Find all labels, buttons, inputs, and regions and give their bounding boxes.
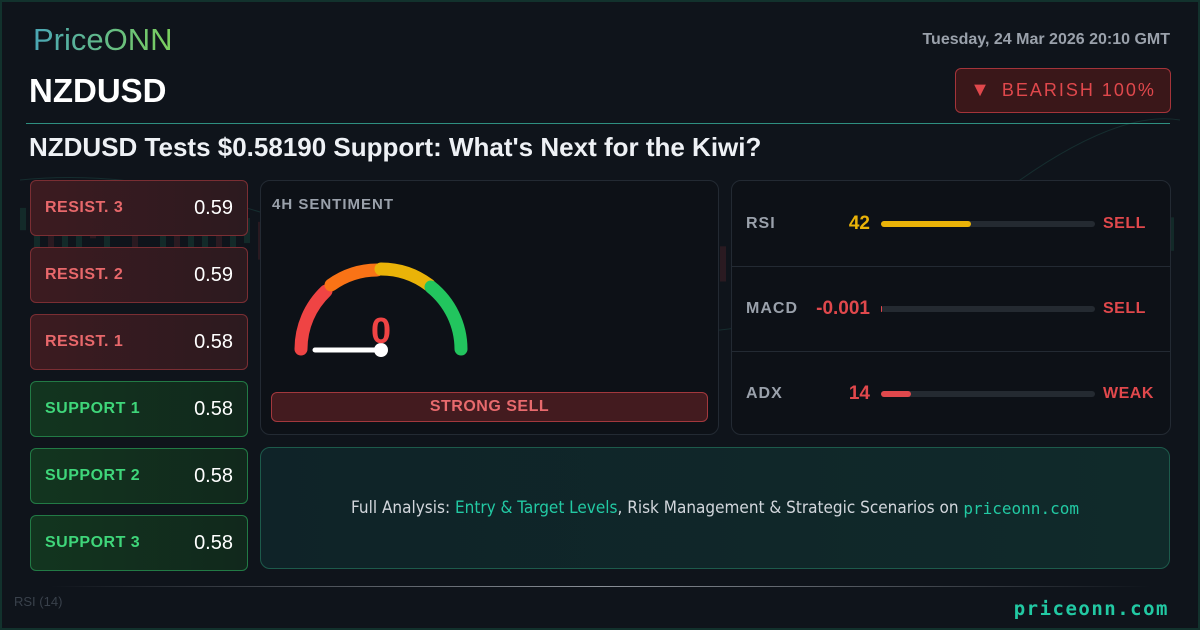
indicators-panel: RSI 42 SELL MACD -0.001 SELL ADX 14 WEAK — [731, 180, 1171, 435]
bearish-badge: ▼ BEARISH 100% — [955, 68, 1171, 113]
triangle-down-icon: ▼ — [970, 79, 992, 101]
indicator-signal: WEAK — [1103, 385, 1154, 402]
timestamp: Tuesday, 24 Mar 2026 20:10 GMT — [922, 31, 1170, 48]
full-analysis-banner[interactable]: Full Analysis: Entry & Target Levels, Ri… — [260, 447, 1170, 569]
sentiment-gauge: 0 — [294, 262, 468, 357]
background-candle — [20, 207, 26, 231]
background-candle — [720, 246, 726, 282]
gauge-green — [424, 280, 468, 356]
background-candle — [1168, 217, 1174, 251]
level-label: RESIST. 1 — [45, 333, 124, 350]
level-label: SUPPORT 1 — [45, 400, 141, 417]
level-value: 0.58 — [194, 464, 233, 487]
level-resist-2: RESIST. 2 0.59 — [30, 247, 248, 303]
gauge-value: 0 — [371, 310, 391, 351]
symbol-title: NZDUSD — [29, 72, 167, 109]
indicator-bar-fill — [881, 220, 971, 227]
gauge-yellow — [374, 262, 436, 292]
level-label: RESIST. 2 — [45, 266, 124, 283]
indicator-bar-fill — [881, 391, 911, 397]
indicator-name: RSI — [746, 214, 776, 232]
background-candle — [62, 225, 68, 256]
background-candle — [202, 232, 208, 260]
indicator-bar — [881, 306, 1095, 312]
headline: NZDUSD Tests $0.58190 Support: What's Ne… — [29, 132, 762, 162]
priceonn-logo: PriceONN — [33, 22, 173, 57]
cta-site-link[interactable]: priceonn.com — [963, 498, 1079, 518]
indicator-signal: SELL — [1103, 300, 1146, 317]
level-support-1: SUPPORT 1 0.58 — [30, 381, 248, 437]
indicator-bar — [881, 391, 1095, 397]
background-candle — [230, 219, 236, 254]
indicator-signal: SELL — [1103, 214, 1146, 232]
sentiment-panel: 4H SENTIMENT 0 STRONG SELL — [260, 180, 719, 435]
footer-site-link[interactable]: priceonn.com — [1013, 598, 1169, 620]
level-label: SUPPORT 2 — [45, 467, 141, 484]
gauge-orange — [324, 263, 384, 292]
background-candle — [76, 221, 82, 257]
sentiment-signal: STRONG SELL — [271, 392, 708, 422]
indicator-bar — [881, 220, 1095, 227]
level-value: 0.59 — [194, 196, 233, 219]
gauge-hub — [374, 343, 388, 357]
badge-label: BEARISH 100% — [1001, 80, 1156, 100]
level-label: RESIST. 3 — [45, 199, 124, 216]
level-resist-3: RESIST. 3 0.59 — [30, 180, 248, 236]
footer-divider — [50, 586, 1150, 587]
level-value: 0.58 — [194, 397, 233, 420]
background-candle — [174, 234, 180, 256]
indicator-value: 14 — [848, 383, 870, 404]
cta-prefix: Full Analysis: — [351, 498, 455, 518]
background-candle — [216, 225, 222, 258]
level-resist-1: RESIST. 1 0.58 — [30, 314, 248, 370]
indicator-macd: MACD -0.001 SELL — [732, 266, 1170, 351]
indicator-value: 42 — [848, 212, 870, 234]
gauge-red — [294, 284, 333, 356]
indicator-name: MACD — [746, 300, 798, 317]
background-rsi-label: RSI (14) — [14, 594, 63, 609]
cta-highlight: Entry & Target Levels — [454, 498, 618, 518]
indicator-value: -0.001 — [816, 298, 870, 319]
sentiment-title: 4H SENTIMENT — [272, 196, 395, 213]
indicator-bar-fill — [881, 306, 883, 312]
level-label: SUPPORT 3 — [45, 534, 141, 551]
level-value: 0.58 — [194, 330, 233, 353]
background-candle — [48, 223, 54, 253]
level-support-2: SUPPORT 2 0.58 — [30, 448, 248, 504]
level-value: 0.59 — [194, 263, 233, 286]
header-divider — [26, 123, 1170, 124]
indicator-rsi: RSI 42 SELL — [732, 181, 1170, 266]
level-support-3: SUPPORT 3 0.58 — [30, 515, 248, 571]
indicator-name: ADX — [746, 385, 783, 402]
cta-middle: , Risk Management & Strategic Scenarios … — [617, 498, 964, 518]
level-value: 0.58 — [194, 531, 233, 554]
indicator-adx: ADX 14 WEAK — [732, 351, 1170, 436]
